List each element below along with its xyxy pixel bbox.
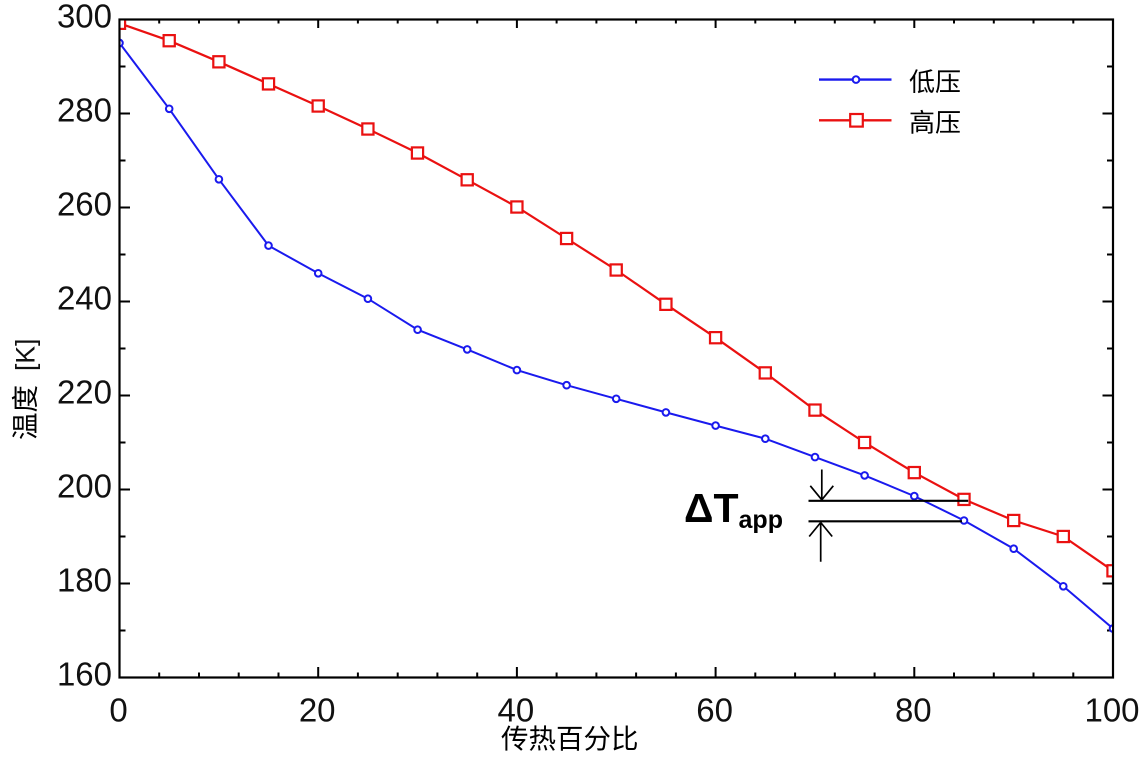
svg-text:300: 300 [57,0,112,35]
svg-text:[K]: [K] [11,339,41,371]
svg-text:220: 220 [57,374,112,411]
svg-text:100: 100 [1084,692,1139,729]
svg-text:260: 260 [57,186,112,223]
svg-text:60: 60 [696,692,733,729]
svg-text:180: 180 [57,562,112,599]
svg-text:280: 280 [57,92,112,129]
svg-text:80: 80 [895,692,932,729]
svg-text:240: 240 [57,280,112,317]
svg-text:40: 40 [498,692,535,729]
svg-text:200: 200 [57,468,112,505]
svg-text:0: 0 [109,692,127,729]
svg-text:20: 20 [299,692,336,729]
svg-text:160: 160 [57,656,112,693]
